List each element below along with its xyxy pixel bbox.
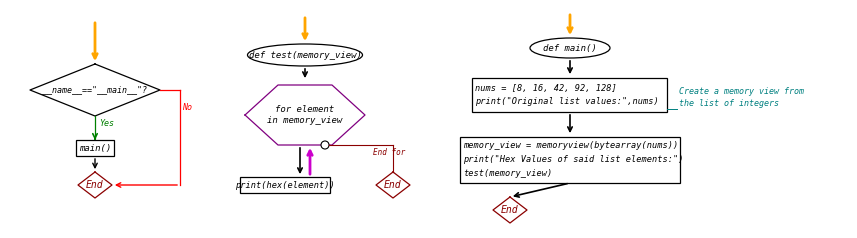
Ellipse shape xyxy=(530,38,610,58)
Text: def main(): def main() xyxy=(543,44,596,53)
Ellipse shape xyxy=(248,44,363,66)
Text: test(memory_view): test(memory_view) xyxy=(463,169,552,178)
Text: End for: End for xyxy=(373,148,405,157)
Text: def test(memory_view): def test(memory_view) xyxy=(249,50,362,60)
Polygon shape xyxy=(376,172,410,198)
Text: print(hex(element)): print(hex(element)) xyxy=(235,180,335,189)
Text: No: No xyxy=(182,103,192,112)
Text: __name__=="__main__"?: __name__=="__main__"? xyxy=(43,85,147,94)
Text: for element
in memory_view: for element in memory_view xyxy=(267,105,343,125)
Text: main(): main() xyxy=(79,144,111,153)
Bar xyxy=(76,140,114,156)
Text: print("Hex Values of said list elements:"): print("Hex Values of said list elements:… xyxy=(463,155,684,164)
Polygon shape xyxy=(78,172,112,198)
Polygon shape xyxy=(245,85,365,145)
Polygon shape xyxy=(493,197,527,223)
Polygon shape xyxy=(30,64,160,116)
Bar xyxy=(240,177,330,193)
Text: End: End xyxy=(87,180,104,190)
Text: End: End xyxy=(501,205,518,215)
Text: memory_view = memoryview(bytearray(nums)): memory_view = memoryview(bytearray(nums)… xyxy=(463,142,678,150)
Text: print("Original list values:",nums): print("Original list values:",nums) xyxy=(476,98,659,106)
Text: nums = [8, 16, 42, 92, 128]: nums = [8, 16, 42, 92, 128] xyxy=(476,84,617,93)
Bar xyxy=(472,78,668,112)
Circle shape xyxy=(321,141,329,149)
Text: End: End xyxy=(384,180,402,190)
Text: Create a memory view from: Create a memory view from xyxy=(680,86,805,95)
Bar xyxy=(460,137,680,183)
Text: the list of integers: the list of integers xyxy=(680,99,780,108)
Text: Yes: Yes xyxy=(99,119,114,128)
